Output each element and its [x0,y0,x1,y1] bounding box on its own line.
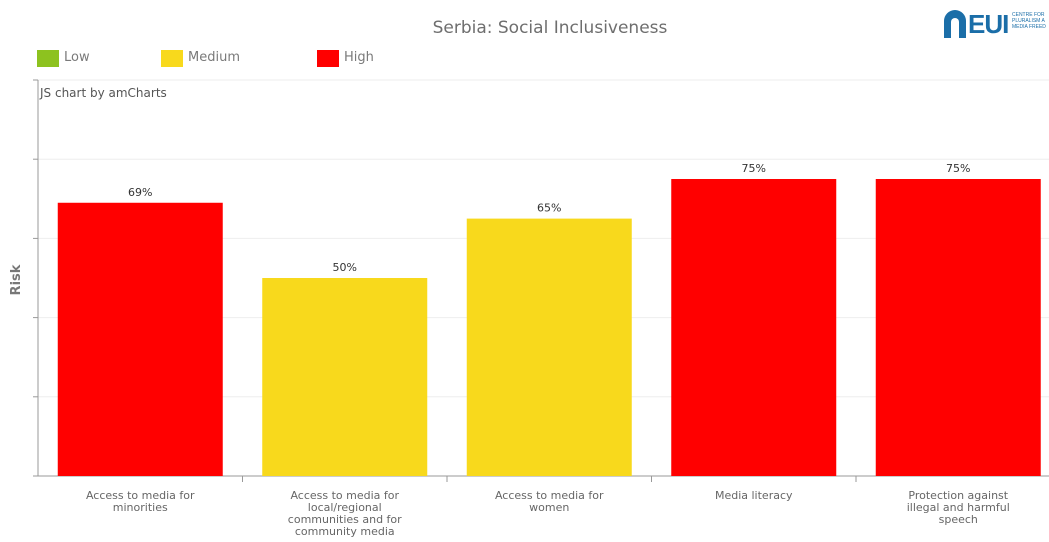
category-label: local/regional [308,501,382,514]
category-label: minorities [113,501,168,514]
logo-word: EUI [968,9,1009,39]
category-label: speech [939,513,978,526]
value-label: 50% [333,261,357,274]
legend-swatch-low [37,50,59,67]
category-label: communities and for [288,513,402,526]
bars [57,179,1041,476]
bar[interactable] [671,179,837,476]
value-label: 69% [128,186,152,199]
amcharts-credit-link[interactable]: JS chart by amCharts [40,86,167,100]
legend-label-medium: Medium [188,50,240,65]
category-label: women [529,501,569,514]
bar[interactable] [466,218,632,476]
legend-swatch-high [317,50,339,67]
logo-small-text: CENTRE FOR PLURALISM A MEDIA FREED [1012,12,1046,30]
category-label: illegal and harmful [907,501,1010,514]
value-label: 75% [946,162,970,175]
legend-label-high: High [344,50,374,65]
logo-emblem-icon [944,10,966,38]
category-label: Protection against [908,489,1008,502]
bar[interactable] [57,202,223,476]
category-label: Media literacy [715,489,793,502]
category-label: Access to media for [290,489,399,502]
value-labels: 69% 50% 65% 75% 75% [128,162,970,274]
eui-logo: EUI CENTRE FOR PLURALISM A MEDIA FREED [944,8,1049,42]
category-label: Access to media for [495,489,604,502]
category-label: Access to media for [86,489,195,502]
bar[interactable] [262,278,428,476]
value-label: 75% [742,162,766,175]
legend-swatch-medium [161,50,183,67]
bar[interactable] [875,179,1041,476]
chart-title: Serbia: Social Inclusiveness [432,18,668,38]
category-label: community media [295,525,395,538]
value-label: 65% [537,202,561,215]
legend-label-low: Low [64,50,90,65]
